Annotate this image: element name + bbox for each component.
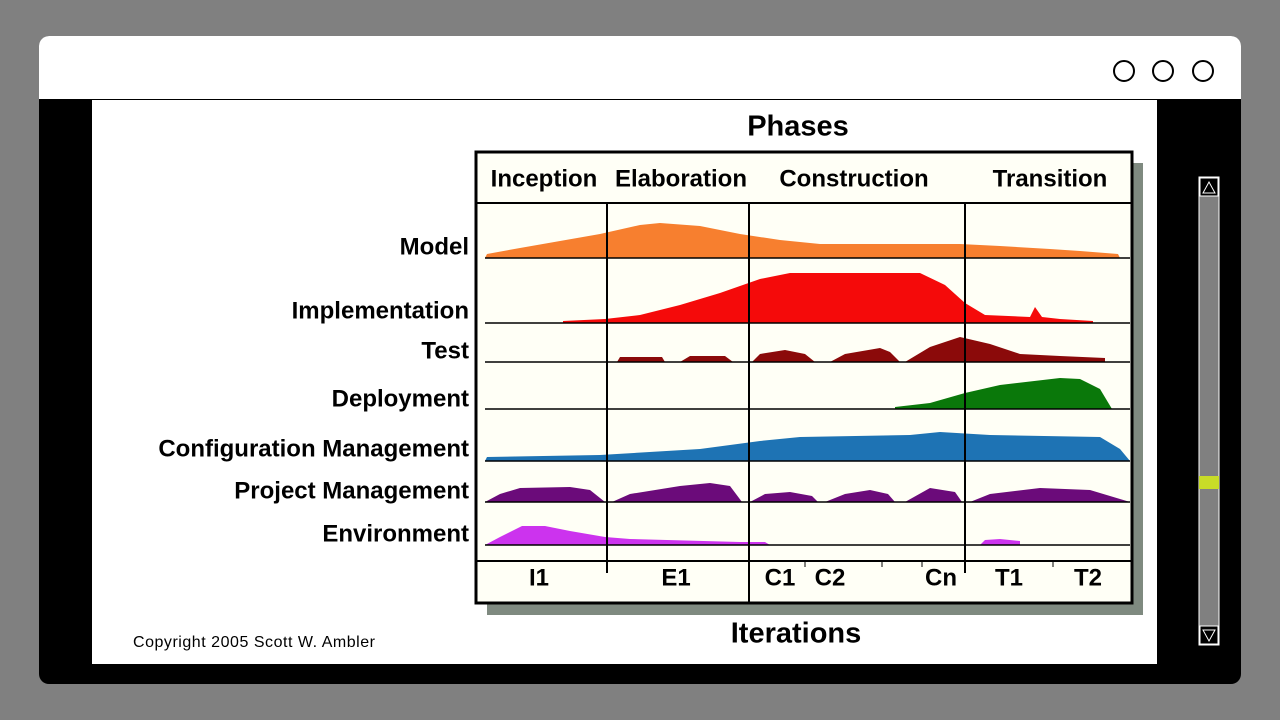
effort-curve xyxy=(970,488,1130,502)
discipline-label: Implementation xyxy=(292,297,469,324)
effort-curve xyxy=(980,539,1020,545)
effort-curve xyxy=(680,356,733,362)
effort-curve xyxy=(485,487,605,502)
title-bar xyxy=(39,36,1241,99)
discipline-label: Deployment xyxy=(332,385,469,412)
effort-curve xyxy=(830,348,900,362)
iteration-label: C1 xyxy=(765,564,796,591)
window-button[interactable] xyxy=(1113,60,1135,82)
title: Phases xyxy=(747,111,849,143)
discipline-label: Environment xyxy=(322,520,469,547)
copyright: Copyright 2005 Scott W. Ambler xyxy=(133,634,376,651)
scroll-thumb[interactable] xyxy=(1199,476,1219,489)
iteration-label: T2 xyxy=(1074,564,1102,591)
window-button[interactable] xyxy=(1152,60,1174,82)
arrow-icon xyxy=(1202,629,1216,643)
effort-curve xyxy=(752,350,815,362)
iteration-label: T1 xyxy=(995,564,1023,591)
effort-curve xyxy=(612,483,742,502)
arrow-icon xyxy=(1202,180,1216,194)
discipline-label: Test xyxy=(421,337,469,364)
phase-label: Elaboration xyxy=(615,165,747,192)
phase-label: Inception xyxy=(491,165,598,192)
iteration-label: E1 xyxy=(661,564,690,591)
effort-curve xyxy=(750,492,818,502)
discipline-label: Model xyxy=(400,233,469,260)
effort-curve xyxy=(563,273,1093,323)
effort-curve xyxy=(485,432,1130,461)
diagram-box xyxy=(474,150,1134,605)
effort-curve xyxy=(905,488,962,502)
effort-curve xyxy=(895,378,1112,409)
effort-curve xyxy=(825,490,895,502)
window-button[interactable] xyxy=(1192,60,1214,82)
discipline-label: Configuration Management xyxy=(158,435,469,462)
scrollbar[interactable] xyxy=(1198,176,1220,646)
discipline-label: Project Management xyxy=(234,477,469,504)
effort-curve xyxy=(485,223,1120,258)
effort-curve xyxy=(905,337,1105,362)
effort-curve xyxy=(617,357,665,362)
iteration-label: Cn xyxy=(925,564,957,591)
iteration-label: I1 xyxy=(529,564,549,591)
effort-curve xyxy=(485,526,770,545)
scroll-up[interactable] xyxy=(1199,177,1219,197)
phase-label: Transition xyxy=(993,165,1108,192)
phase-label: Construction xyxy=(779,165,928,192)
axis-label: Iterations xyxy=(731,618,862,650)
iteration-label: C2 xyxy=(815,564,846,591)
